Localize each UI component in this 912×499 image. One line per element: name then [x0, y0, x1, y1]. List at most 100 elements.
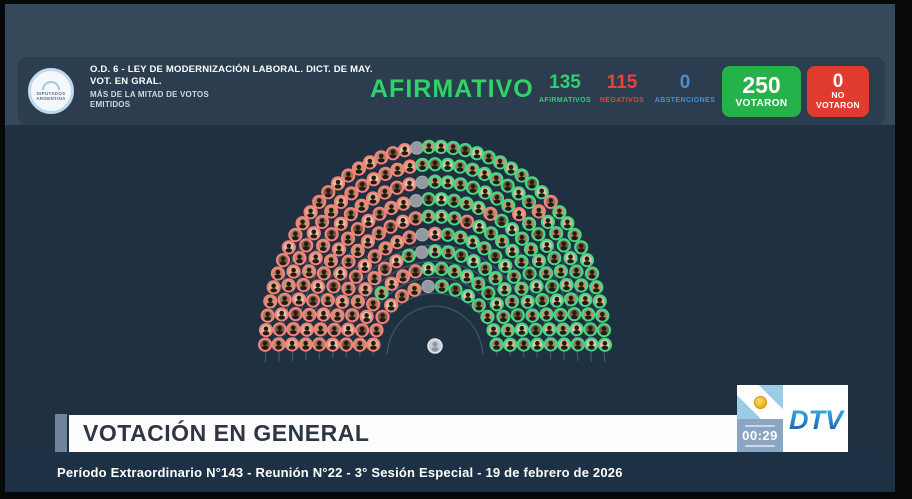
seat-affirmative: [453, 159, 468, 174]
seat-negative: [299, 238, 314, 253]
seat-affirmative: [453, 230, 468, 245]
seat-negative: [296, 277, 311, 293]
seat-negative: [365, 191, 381, 206]
seat-negative: [369, 323, 384, 338]
seat-negative: [355, 178, 370, 193]
seat-affirmative: [427, 244, 443, 259]
timer-divider-top: [745, 424, 775, 427]
seat-affirmative: [494, 213, 509, 228]
seat-negative: [366, 337, 381, 352]
seat-affirmative: [520, 294, 535, 309]
seat-negative: [339, 337, 354, 352]
seat-affirmative: [434, 192, 449, 207]
voted-value: 250: [742, 72, 781, 98]
voted-box: 250 VOTARON: [722, 66, 801, 117]
seat-negative: [326, 279, 341, 294]
seat-affirmative: [401, 248, 416, 263]
seat-affirmative: [489, 337, 504, 352]
seat-affirmative: [555, 322, 571, 337]
seat-affirmative: [539, 238, 554, 253]
seat-negative: [306, 226, 321, 241]
seat-negative: [396, 196, 411, 211]
not-voted-value: 0: [832, 71, 844, 92]
seat-negative: [344, 186, 359, 201]
seat-empty: [410, 141, 424, 155]
seat-affirmative: [471, 276, 486, 291]
seat-affirmative: [569, 264, 584, 279]
seat-affirmative: [531, 227, 546, 242]
seat-negative: [303, 205, 318, 220]
seat-negative: [277, 292, 292, 307]
seat-negative: [389, 180, 405, 195]
header-band: DIPUTADOS ARGENTINA O.D. 6 - LEY DE MODE…: [5, 4, 895, 125]
seat-affirmative: [523, 242, 539, 257]
seat-empty: [415, 245, 429, 260]
voted-label: VOTARON: [735, 98, 788, 109]
seat-affirmative: [514, 322, 529, 337]
seat-affirmative: [505, 243, 520, 258]
seat-affirmative: [466, 254, 481, 269]
not-voted-label-2: VOTARON: [816, 99, 860, 110]
seat-negative: [389, 254, 404, 269]
seat-negative: [321, 185, 336, 200]
seat-affirmative: [544, 279, 560, 294]
frame-edge-left: [0, 0, 5, 499]
order-block: O.D. 6 - LEY DE MODERNIZACIÓN LABORAL. D…: [90, 64, 375, 110]
seat-affirmative: [493, 155, 508, 170]
seat-negative: [460, 214, 475, 229]
seat-affirmative: [595, 308, 610, 323]
seat-affirmative: [500, 323, 515, 338]
seat-negative: [286, 322, 301, 337]
seat-negative: [384, 200, 399, 215]
seat-affirmative: [501, 198, 516, 213]
seat-affirmative: [570, 337, 586, 352]
seat-affirmative: [498, 258, 513, 273]
frame-edge-top: [0, 0, 912, 4]
seat-negative: [385, 146, 401, 161]
not-voted-label-1: NO: [831, 90, 845, 100]
counter-afirmativos: 135 AFIRMATIVOS: [527, 73, 603, 105]
seat-negative: [345, 308, 360, 323]
seat-negative: [397, 143, 412, 158]
seat-affirmative: [534, 185, 549, 200]
timer-text: 00:29: [742, 427, 778, 443]
row-guide-arc: [386, 305, 484, 355]
seat-affirmative: [581, 307, 596, 322]
seat-affirmative: [583, 322, 598, 337]
seat-affirmative: [528, 322, 543, 337]
seat-affirmative: [549, 226, 564, 241]
seat-affirmative: [415, 157, 430, 172]
logo-arc-icon: [42, 81, 60, 90]
seat-affirmative: [529, 279, 544, 294]
seat-affirmative: [506, 269, 522, 284]
seat-affirmative: [504, 161, 519, 176]
seat-affirmative: [505, 294, 520, 309]
seat-negative: [483, 206, 498, 221]
seat-negative: [325, 337, 340, 352]
seat-negative: [306, 293, 321, 308]
seat-affirmative: [563, 251, 578, 266]
seat-affirmative: [434, 261, 449, 276]
abstenciones-label: ABSTENCIONES: [654, 97, 716, 104]
seat-affirmative: [531, 253, 547, 268]
seat-negative: [313, 322, 328, 337]
seat-affirmative: [549, 293, 565, 308]
seat-affirmative: [465, 162, 480, 177]
seat-affirmative: [441, 245, 456, 260]
seat-affirmative: [481, 285, 496, 301]
seat-negative: [371, 226, 386, 241]
seat-negative: [374, 150, 389, 165]
seat-affirmative: [421, 192, 436, 207]
seat-negative: [390, 235, 405, 250]
timer-box: 00:29: [737, 419, 783, 452]
seat-negative: [288, 307, 303, 322]
widget-left-column: 00:29: [737, 385, 783, 452]
seat-affirmative: [481, 150, 496, 165]
seat-affirmative: [514, 281, 529, 296]
seat-negative: [390, 162, 405, 177]
seat-negative: [384, 298, 399, 313]
seat-negative: [372, 206, 387, 221]
seat-affirmative: [567, 227, 582, 243]
seat-affirmative: [574, 278, 589, 293]
